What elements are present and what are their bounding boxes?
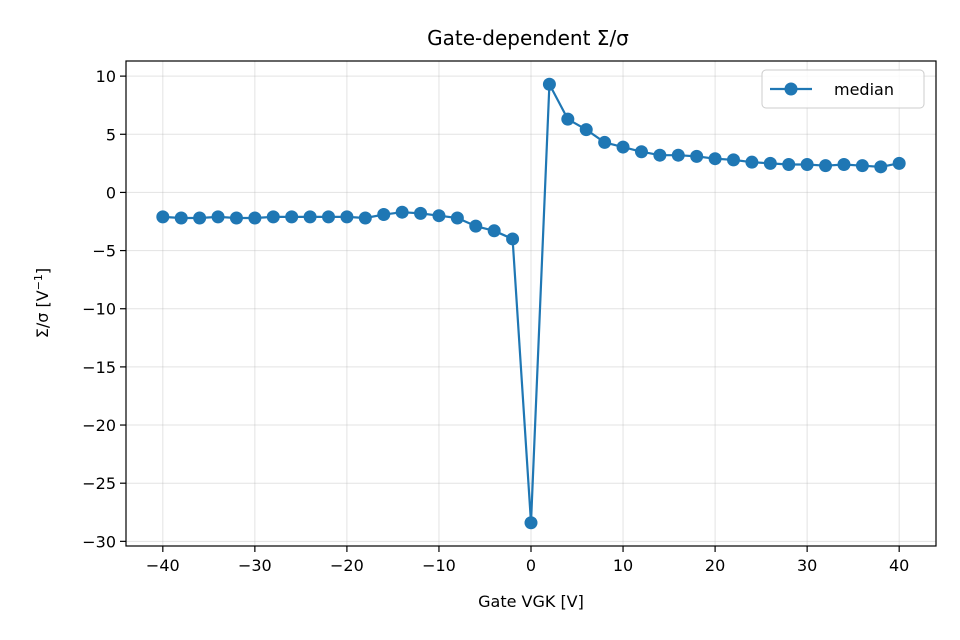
- grid: [126, 61, 936, 546]
- y-axis-label: Σ/σ [V−1]: [32, 268, 52, 338]
- data-point: [598, 135, 612, 149]
- y-axis-label-main: Σ/σ [V: [33, 290, 52, 338]
- data-point: [322, 210, 335, 224]
- y-tick-label: 0: [106, 183, 116, 202]
- y-tick-label: −30: [82, 532, 116, 551]
- chart-title: Gate-dependent Σ/σ: [427, 26, 629, 50]
- data-point: [193, 211, 207, 225]
- x-tick-label: −10: [422, 556, 456, 575]
- data-point: [340, 210, 354, 224]
- data-point: [837, 158, 851, 172]
- data-point: [579, 123, 593, 137]
- y-tick-label: −25: [82, 474, 116, 493]
- legend-entry-median: median: [834, 80, 894, 99]
- y-tick-label: −5: [92, 242, 116, 261]
- data-point: [469, 219, 483, 233]
- y-tick-label: 10: [96, 67, 116, 86]
- data-point: [450, 211, 464, 225]
- data-point: [616, 140, 630, 154]
- x-tick-label: −30: [238, 556, 272, 575]
- data-point: [506, 232, 520, 246]
- data-point: [358, 211, 372, 225]
- x-tick-label: 0: [526, 556, 536, 575]
- data-point: [487, 224, 501, 238]
- data-point: [229, 211, 243, 225]
- y-tick-label: −20: [82, 416, 116, 435]
- legend-box: [761, 69, 925, 109]
- data-point: [561, 112, 575, 126]
- data-point: [211, 210, 225, 224]
- data-point: [634, 145, 648, 159]
- data-point: [248, 211, 262, 225]
- legend: median: [761, 69, 925, 109]
- y-axis: −30 −25 −20 −15 −10 −5 0 5 10: [82, 67, 126, 551]
- data-point: [377, 208, 391, 222]
- data-point: [874, 160, 888, 174]
- y-tick-label: 5: [106, 125, 116, 144]
- y-tick-label: −10: [82, 300, 116, 319]
- data-point: [727, 153, 740, 167]
- data-point: [174, 211, 188, 225]
- x-tick-label: −40: [146, 556, 180, 575]
- x-axis-label: Gate VGK [V]: [478, 592, 584, 611]
- data-point: [395, 205, 409, 219]
- data-point: [303, 210, 317, 224]
- y-axis-label-superscript: −1: [32, 274, 45, 290]
- data-point: [432, 209, 446, 223]
- legend-marker-swatch: [784, 82, 798, 96]
- data-point: [414, 206, 428, 220]
- x-axis: −40 −30 −20 −10 0 10 20 30 40: [146, 546, 909, 575]
- x-tick-label: −20: [330, 556, 364, 575]
- data-point: [156, 210, 170, 224]
- data-point: [671, 148, 685, 162]
- data-point: [763, 156, 777, 170]
- x-tick-label: 40: [889, 556, 909, 575]
- data-point: [855, 159, 869, 173]
- data-point: [653, 148, 667, 162]
- series-layer: [156, 77, 906, 530]
- data-point: [782, 158, 796, 172]
- y-tick-label: −15: [82, 358, 116, 377]
- data-point: [524, 516, 538, 530]
- data-point: [285, 210, 299, 224]
- data-point: [708, 152, 722, 166]
- data-point: [266, 210, 280, 224]
- data-point: [745, 155, 759, 169]
- y-axis-label-end: ]: [33, 268, 52, 274]
- data-point: [800, 158, 814, 172]
- data-point: [892, 156, 906, 170]
- data-point: [819, 159, 833, 173]
- data-point: [542, 77, 556, 91]
- x-tick-label: 30: [797, 556, 817, 575]
- data-point: [690, 149, 704, 163]
- x-tick-label: 10: [613, 556, 633, 575]
- x-tick-label: 20: [705, 556, 725, 575]
